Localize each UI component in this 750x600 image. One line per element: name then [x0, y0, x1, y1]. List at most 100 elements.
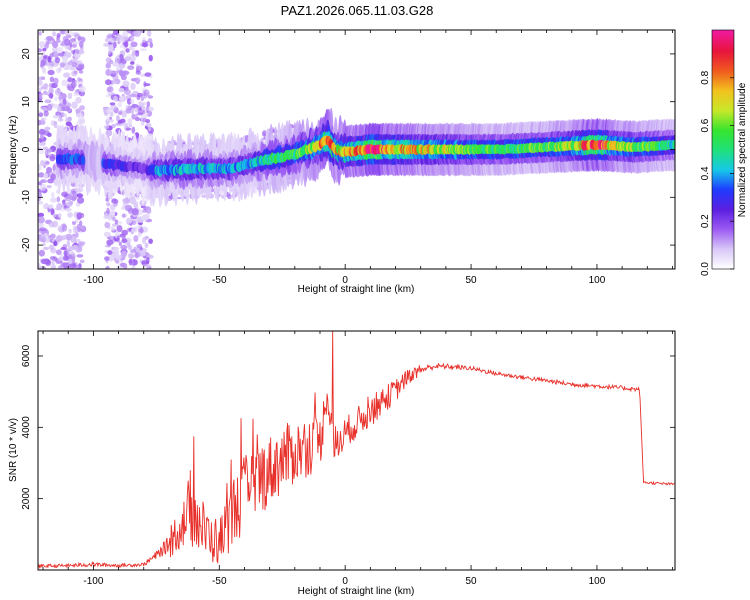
spectrogram-cell: [146, 256, 150, 265]
spectrogram-cell: [66, 240, 71, 248]
colorbar-swatch: [712, 149, 734, 153]
spectrogram-cell: [122, 263, 128, 269]
colorbar-swatch: [712, 265, 734, 268]
spectrogram-cell: [104, 256, 110, 261]
colorbar-swatch: [712, 187, 734, 190]
spectrogram-cell: [38, 249, 45, 257]
spectrogram-cell: [75, 96, 82, 104]
spectrogram-cell: [123, 41, 129, 48]
spectrogram-cell: [39, 133, 44, 140]
spectrogram-cell: [115, 34, 122, 39]
spectrogram-cell: [38, 234, 42, 241]
spectrogram-cell: [38, 48, 43, 53]
spectrogram-cell: [40, 106, 48, 111]
colorbar-swatch: [712, 209, 734, 212]
spectrogram-cell: [128, 258, 133, 266]
colorbar-swatch: [712, 221, 734, 224]
spectrogram-cell: [131, 51, 136, 57]
colorbar-swatch: [712, 35, 734, 39]
colorbar-swatch: [712, 153, 734, 157]
spectrogram-cell: [117, 123, 125, 127]
spectrogram-cell: [79, 259, 85, 264]
colorbar-swatch: [712, 71, 734, 75]
spectrogram-cell: [45, 161, 50, 165]
snr-y-label: SNR (10 * v/v): [8, 418, 19, 482]
colorbar-swatch: [712, 75, 734, 79]
spectrogram-cell: [117, 220, 123, 225]
spectrogram-cell: [147, 37, 153, 44]
spectrogram-cell: [52, 46, 58, 53]
spectrogram-cell: [65, 121, 72, 127]
spectrogram-cell: [127, 65, 135, 70]
spectrogram-cell: [120, 244, 128, 250]
spectrogram-cell: [130, 36, 134, 42]
colorbar-swatch: [712, 79, 734, 83]
spectrogram-cell: [129, 93, 137, 98]
spectrogram-cell: [79, 225, 85, 231]
spectrogram-cell: [130, 41, 138, 48]
spectrogram-cell: [53, 103, 59, 109]
spectrogram-cell: [121, 229, 128, 236]
spectrogram-cell: [107, 250, 113, 256]
spectrogram-cell: [63, 66, 70, 71]
colorbar-swatch: [712, 57, 734, 61]
colorbar-swatch: [712, 259, 734, 262]
spectrogram-cell: [78, 118, 86, 125]
colorbar-swatch: [712, 65, 734, 69]
colorbar-swatch: [712, 227, 734, 230]
spectrogram-cell: [44, 99, 52, 104]
colorbar-swatch: [712, 30, 734, 33]
spectrogram-cell: [134, 113, 139, 118]
spectrogram-cell: [140, 95, 145, 102]
spectrogram-cell: [131, 208, 139, 216]
spectrogram-cell: [142, 118, 147, 123]
spectrogram-cell: [67, 60, 73, 65]
spectrogram-cell: [57, 52, 65, 57]
spectrogram-cell: [142, 209, 147, 213]
spectrogram-cell: [63, 72, 71, 78]
spectrogram-cell: [76, 244, 83, 251]
spectrogram-cell: [105, 79, 112, 86]
spectrogram-cell: [59, 62, 65, 68]
spectrogram-cell: [131, 126, 136, 134]
spectrogram-cell: [135, 50, 140, 57]
spectrogram-cell: [59, 30, 66, 35]
spectrogram-cell: [74, 33, 81, 40]
spectrogram-cell: [106, 94, 110, 98]
spectrogram-cell: [38, 147, 43, 151]
spectrogram-cell: [114, 254, 123, 260]
colorbar-swatch: [712, 117, 734, 121]
spectrogram-cell: [43, 110, 49, 117]
spectrogram-cell: [120, 250, 128, 258]
spectrogram-cell: [50, 208, 54, 216]
x-tick-label: 0: [342, 576, 348, 587]
spectrogram-cell: [127, 118, 133, 125]
colorbar-swatch: [712, 253, 734, 256]
spectrogram-cell: [40, 258, 48, 265]
colorbar-swatch: [712, 113, 734, 117]
spectrogram-cell: [48, 87, 54, 95]
spectrogram-cell: [61, 224, 68, 232]
x-tick-label: -50: [212, 576, 227, 587]
spectrogram-cell: [38, 200, 44, 205]
colorbar-swatch: [712, 45, 734, 49]
spectrogram-cell: [48, 92, 54, 99]
spectrogram-x-axis: -100 -50 0 50 100: [42, 30, 673, 286]
spectrogram-cell: [126, 98, 132, 105]
colorbar-swatch: [712, 261, 734, 264]
colorbar-swatch: [712, 101, 734, 105]
spectrogram-cell: [67, 92, 73, 99]
spectrogram-cell: [112, 61, 120, 67]
spectrogram-cell: [111, 32, 115, 38]
spectrogram-cell: [114, 219, 119, 225]
spectrogram-cell: [131, 113, 136, 120]
colorbar-swatch: [712, 121, 734, 125]
colorbar-swatch: [712, 225, 734, 228]
spectrogram-cell: [67, 212, 73, 218]
colorbar-swatch: [712, 41, 734, 45]
colorbar-swatch: [712, 51, 734, 55]
spectrogram-cell: [77, 241, 85, 246]
spectrogram-cell: [146, 101, 151, 108]
